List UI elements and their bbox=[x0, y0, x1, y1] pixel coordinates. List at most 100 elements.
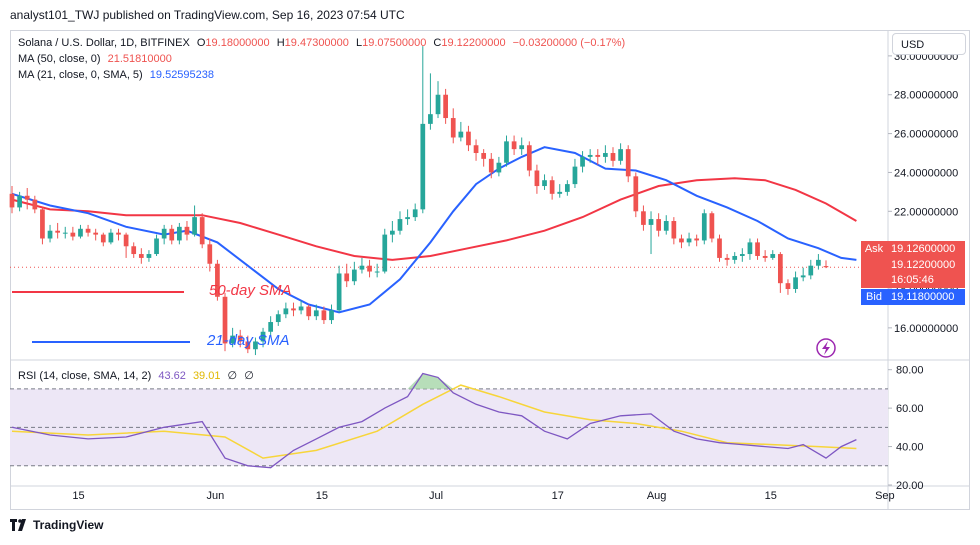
ma50-line bbox=[11, 177, 857, 261]
candle bbox=[671, 217, 677, 245]
candle-body bbox=[793, 277, 798, 290]
candle bbox=[62, 226, 68, 239]
rsi-extra-2: ∅ bbox=[244, 370, 254, 382]
candle-body bbox=[450, 118, 456, 138]
price-tick-label: 28.00000000 bbox=[894, 90, 958, 102]
ma21-value: 19.52595238 bbox=[149, 69, 215, 81]
candle-body bbox=[739, 254, 745, 256]
candle bbox=[336, 265, 342, 313]
candle bbox=[359, 257, 365, 274]
candle bbox=[85, 224, 91, 237]
rsi-sma-line bbox=[11, 384, 857, 459]
candle bbox=[625, 145, 631, 183]
candle bbox=[511, 135, 517, 155]
candle bbox=[816, 254, 821, 270]
candle-body bbox=[808, 265, 814, 276]
candle bbox=[443, 88, 448, 124]
candle-body bbox=[131, 246, 137, 255]
candle bbox=[351, 261, 357, 286]
ma21-row[interactable]: MA (21, close, 0, SMA, 5) 19.52595238 bbox=[18, 67, 625, 83]
candle-body bbox=[663, 221, 669, 231]
candle-body bbox=[656, 219, 661, 231]
rsi-tick-label: 40.00 bbox=[896, 442, 924, 454]
candle-body bbox=[215, 263, 220, 297]
candle-body bbox=[435, 94, 441, 115]
candle bbox=[146, 250, 152, 262]
currency-button[interactable]: USD bbox=[892, 33, 966, 55]
price-tick-label: 16.00000000 bbox=[894, 323, 958, 335]
candle-body bbox=[283, 308, 289, 315]
candle-body bbox=[374, 271, 380, 273]
candle-body bbox=[32, 199, 38, 210]
sma21-annotation: 21-day SMA bbox=[207, 332, 290, 349]
candle bbox=[450, 108, 456, 144]
candle-body bbox=[100, 234, 106, 243]
time-axis: 15Jun15Jul17Aug15Sep18 bbox=[72, 490, 894, 502]
candle bbox=[466, 125, 471, 152]
candle bbox=[245, 335, 251, 354]
candle bbox=[458, 121, 464, 142]
candle-body bbox=[428, 114, 433, 124]
tradingview-logo-icon bbox=[10, 519, 28, 531]
candle-body bbox=[367, 265, 372, 272]
candle bbox=[785, 279, 791, 295]
time-tick-label: 15 bbox=[72, 490, 84, 502]
last-price-value: 19.12200000 bbox=[891, 259, 956, 271]
ask-value: 19.12600000 bbox=[891, 243, 956, 255]
candle bbox=[100, 232, 106, 247]
bid-label: Bid bbox=[866, 291, 882, 303]
open-label: O bbox=[196, 37, 206, 49]
ma50-row[interactable]: MA (50, close, 0) 21.51810000 bbox=[18, 51, 625, 67]
candle bbox=[800, 267, 806, 282]
candle-body bbox=[222, 296, 228, 344]
candle bbox=[648, 211, 654, 255]
rsi-sma-value: 39.01 bbox=[192, 370, 221, 382]
candle bbox=[24, 187, 30, 210]
candle-body bbox=[260, 331, 266, 342]
candle bbox=[770, 250, 776, 260]
candle-body bbox=[237, 335, 243, 342]
candle-body bbox=[473, 145, 479, 154]
candle bbox=[321, 306, 327, 324]
candle-body bbox=[24, 195, 30, 200]
candle bbox=[215, 259, 220, 301]
candle-body bbox=[557, 191, 563, 194]
high-label: H bbox=[276, 37, 285, 49]
candle bbox=[17, 191, 22, 212]
candle-body bbox=[169, 228, 175, 241]
candle-body bbox=[625, 149, 631, 177]
candle bbox=[154, 234, 159, 256]
candle bbox=[481, 149, 487, 167]
candle-body bbox=[671, 221, 677, 239]
candle-body bbox=[694, 238, 700, 241]
candle bbox=[823, 260, 829, 269]
main-legend: Solana / U.S. Dollar, 1D, BITFINEX O19.1… bbox=[18, 35, 625, 83]
bid-tag: Bid 19.11800000 bbox=[861, 289, 965, 305]
candle-body bbox=[679, 238, 684, 243]
candle bbox=[55, 222, 61, 239]
candle bbox=[679, 234, 684, 249]
rsi-tick-label: 80.00 bbox=[896, 365, 924, 377]
candle bbox=[435, 81, 441, 119]
candle-body bbox=[291, 308, 296, 311]
candle-body bbox=[603, 153, 608, 157]
candle bbox=[519, 137, 525, 155]
candle-body bbox=[580, 156, 585, 167]
candle bbox=[313, 304, 319, 321]
candle bbox=[116, 228, 121, 241]
footer-brand[interactable]: TradingView bbox=[10, 518, 103, 532]
candle bbox=[93, 228, 99, 241]
candle bbox=[633, 172, 639, 218]
candle-body bbox=[184, 226, 190, 235]
candle bbox=[9, 186, 15, 214]
candle-body bbox=[382, 234, 388, 272]
candle bbox=[131, 242, 137, 258]
candle bbox=[663, 215, 669, 235]
candle-body bbox=[230, 335, 235, 344]
candle bbox=[253, 337, 258, 356]
candles bbox=[9, 46, 829, 356]
moving-averages bbox=[11, 146, 857, 314]
candle-body bbox=[253, 341, 258, 350]
candle-body bbox=[747, 242, 753, 255]
